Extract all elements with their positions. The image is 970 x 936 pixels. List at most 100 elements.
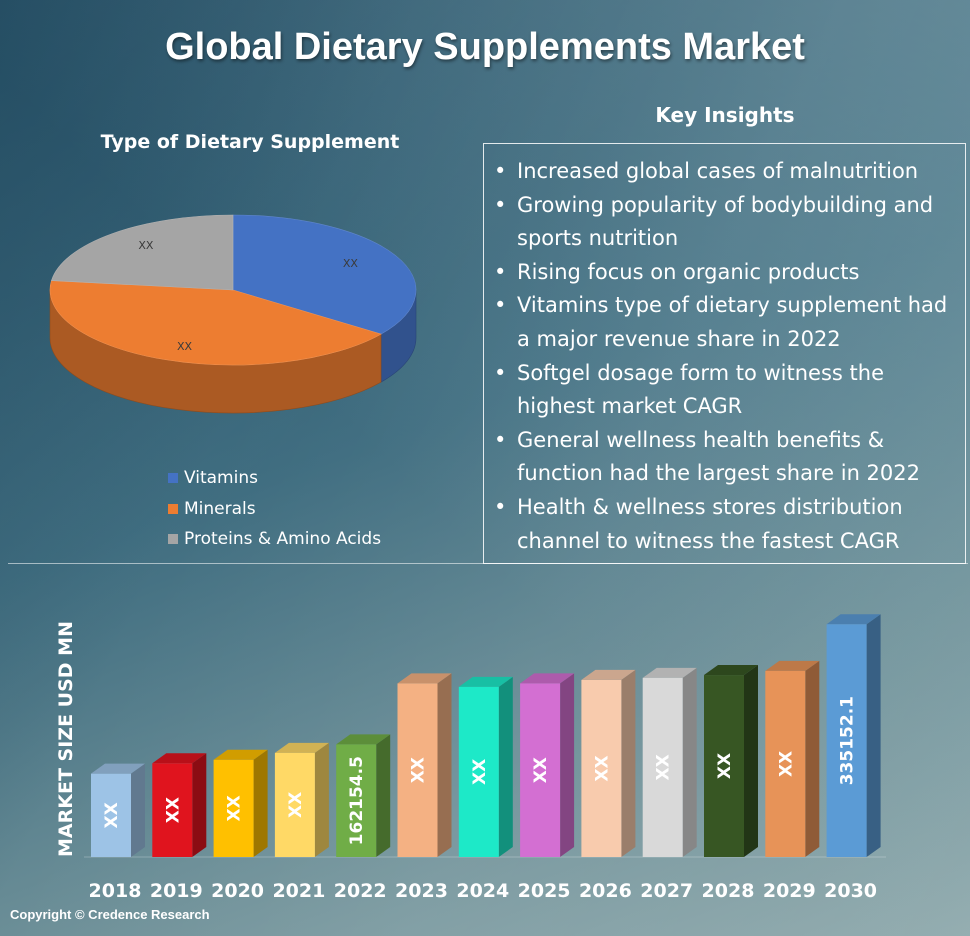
bar-front: [826, 624, 867, 857]
bar-data-label: XX: [715, 753, 735, 779]
bar-data-label: XX: [776, 751, 796, 777]
x-tick-label: 2029: [763, 880, 816, 902]
key-insight-item: • Softgel dosage form to witness the high…: [492, 357, 957, 424]
bar-top: [581, 669, 636, 680]
pie-data-label: XX: [177, 340, 193, 353]
x-tick-label: 2018: [89, 880, 142, 902]
bar-side: [192, 753, 207, 857]
legend-swatch: [168, 534, 178, 545]
key-insight-text: Increased global cases of malnutrition: [517, 159, 919, 183]
bar-front: [274, 752, 315, 857]
bar-front: [520, 683, 561, 857]
bullet-icon: •: [494, 360, 507, 385]
bar-front: [91, 773, 131, 857]
bar-2021: XX: [274, 742, 329, 857]
key-insight-text: Health & wellness stores distribution ch…: [517, 494, 903, 553]
pie-slice-vitamins: [232, 214, 417, 335]
pie-data-label: XX: [343, 257, 359, 270]
bar-2019: XX: [152, 753, 207, 857]
section-divider: [8, 563, 968, 564]
bar-side: [253, 749, 268, 857]
bar-top: [336, 734, 391, 745]
pie-data-label: XX: [138, 239, 154, 252]
key-insight-text: Rising focus on organic products: [517, 259, 860, 284]
bar-side: [131, 763, 145, 857]
bar-2025: XX: [520, 673, 575, 857]
key-insights-box: • Increased global cases of malnutrition •…: [483, 143, 966, 564]
bar-top: [765, 660, 820, 671]
bar-top: [213, 749, 268, 760]
bar-data-label: XX: [592, 755, 612, 781]
legend-swatch: [168, 473, 178, 484]
key-insight-text: Growing popularity of bodybuilding and s…: [517, 192, 934, 251]
bar-top: [826, 614, 881, 625]
bar-2030: 335152.1: [826, 614, 881, 857]
bar-top: [91, 763, 145, 774]
x-tick-label: 2024: [456, 880, 509, 902]
bar-2026: XX: [581, 669, 636, 857]
x-tick-label: 2030: [824, 880, 877, 902]
x-tick-label: 2020: [211, 880, 264, 902]
bar-side: [744, 665, 758, 857]
bullet-icon: •: [494, 494, 507, 519]
copyright-text: Copyright © Credence Research: [10, 907, 210, 922]
key-insights-list: • Increased global cases of malnutrition •…: [492, 155, 957, 558]
bar-top: [397, 673, 452, 684]
x-tick-label: 2027: [640, 880, 693, 902]
bar-2020: XX: [213, 749, 268, 857]
legend-label: Minerals: [184, 498, 256, 519]
bar-top: [458, 676, 513, 687]
key-insight-item: • Health & wellness stores distribution c…: [492, 491, 957, 558]
pie-slice-minerals: [49, 280, 382, 366]
bar-data-label: XX: [531, 757, 551, 783]
key-insight-item: • General wellness health benefits & func…: [492, 424, 957, 491]
x-tick-label: 2021: [272, 880, 325, 902]
key-insight-item: • Increased global cases of malnutrition: [492, 155, 957, 189]
x-tick-label: 2023: [395, 880, 448, 902]
legend-item-vitamins: Vitamins: [168, 463, 381, 494]
bar-side: [866, 614, 881, 857]
bar-data-label: XX: [409, 757, 429, 783]
bar-side: [682, 667, 697, 857]
legend-item-minerals: Minerals: [168, 494, 381, 525]
key-insight-item: • Vitamins type of dietary supplement had…: [492, 289, 957, 356]
bar-front: [704, 675, 744, 857]
bar-data-label: XX: [654, 754, 674, 780]
bar-data-label: XX: [102, 802, 122, 828]
pie-chart: XX XX XX: [49, 214, 417, 414]
legend-label: Proteins & Amino Acids: [184, 529, 382, 550]
bar-front: [765, 670, 806, 857]
bar-data-label: XX: [470, 759, 490, 785]
bullet-icon: •: [494, 192, 507, 217]
bar-side: [437, 673, 452, 857]
pie-slice-proteins: [51, 214, 234, 291]
bar-2029: XX: [765, 660, 820, 857]
bullet-icon: •: [494, 159, 507, 183]
bar-data-label: 335152.1: [838, 696, 858, 785]
bar-front: [152, 763, 193, 857]
pie-legend: Vitamins Minerals Proteins & Amino Acids: [168, 463, 381, 555]
bar-data-label: XX: [163, 797, 183, 823]
bar-front: [213, 759, 254, 857]
x-tick-label: 2028: [702, 880, 755, 902]
x-tick-label: 2019: [150, 880, 203, 902]
key-insight-text: Softgel dosage form to witness the highe…: [517, 360, 884, 419]
x-tick-label: 2022: [334, 880, 387, 902]
x-tick-label: 2025: [518, 880, 571, 902]
bar-data-label: XX: [286, 792, 306, 818]
bar-2027: XX: [642, 667, 697, 857]
key-insight-item: • Growing popularity of bodybuilding and …: [492, 189, 957, 256]
bar-front: [397, 683, 438, 857]
bar-top: [274, 742, 329, 753]
bar-2023: XX: [397, 673, 452, 857]
bar-top: [642, 667, 697, 678]
bar-top: [152, 753, 207, 764]
bullet-icon: •: [494, 259, 507, 284]
key-insight-text: Vitamins type of dietary supplement had …: [517, 293, 948, 351]
key-insight-text: General wellness health benefits & funct…: [517, 427, 920, 486]
bar-side: [621, 669, 636, 857]
legend-swatch: [168, 503, 178, 514]
bar-data-label: XX: [225, 795, 245, 821]
bar-2024: XX: [458, 676, 513, 857]
